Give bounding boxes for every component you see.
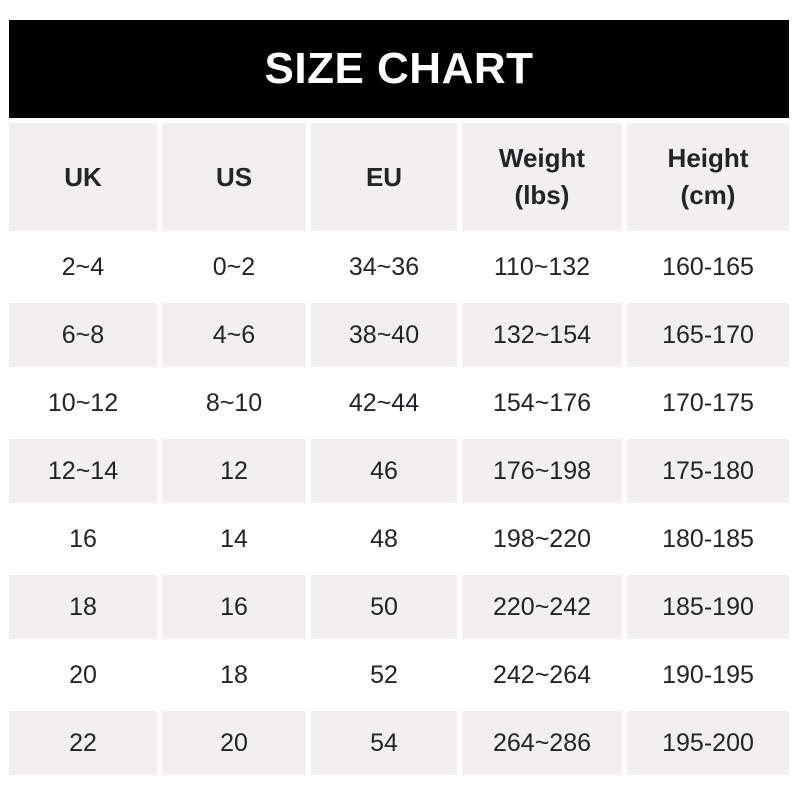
table-cell: 18 bbox=[9, 575, 157, 639]
table-cell: 242~264 bbox=[462, 643, 622, 707]
column-header-unit: (lbs) bbox=[514, 180, 570, 210]
table-cell: 16 bbox=[162, 575, 306, 639]
table-cell: 20 bbox=[9, 643, 157, 707]
column-header-eu: EU bbox=[311, 123, 457, 231]
table-cell: 50 bbox=[311, 575, 457, 639]
table-cell: 52 bbox=[311, 643, 457, 707]
table-cell: 4~6 bbox=[162, 303, 306, 367]
table-cell: 8~10 bbox=[162, 371, 306, 435]
column-header-uk: UK bbox=[9, 123, 157, 231]
table-cell: 220~242 bbox=[462, 575, 622, 639]
title-banner: SIZE CHART bbox=[9, 20, 789, 118]
table-cell: 38~40 bbox=[311, 303, 457, 367]
table-cell: 12 bbox=[162, 439, 306, 503]
table-cell: 165-170 bbox=[627, 303, 789, 367]
table-cell: 170-175 bbox=[627, 371, 789, 435]
table-cell: 180-185 bbox=[627, 507, 789, 571]
table-cell: 132~154 bbox=[462, 303, 622, 367]
table-cell: 6~8 bbox=[9, 303, 157, 367]
table-cell: 12~14 bbox=[9, 439, 157, 503]
table-cell: 54 bbox=[311, 711, 457, 775]
table-cell: 0~2 bbox=[162, 235, 306, 299]
table-cell: 195-200 bbox=[627, 711, 789, 775]
table-cell: 160-165 bbox=[627, 235, 789, 299]
table-cell: 22 bbox=[9, 711, 157, 775]
column-header-us: US bbox=[162, 123, 306, 231]
table-cell: 175-180 bbox=[627, 439, 789, 503]
column-header-label: UK bbox=[64, 161, 102, 192]
table-cell: 46 bbox=[311, 439, 457, 503]
column-header-weight: Weight (lbs) bbox=[462, 123, 622, 231]
column-header-label: Weight bbox=[498, 143, 586, 173]
column-header-height: Height (cm) bbox=[627, 123, 789, 231]
table-cell: 110~132 bbox=[462, 235, 622, 299]
table-cell: 2~4 bbox=[9, 235, 157, 299]
table-cell: 176~198 bbox=[462, 439, 622, 503]
column-header-label: EU bbox=[365, 161, 403, 192]
table-cell: 14 bbox=[162, 507, 306, 571]
table-cell: 18 bbox=[162, 643, 306, 707]
table-cell: 48 bbox=[311, 507, 457, 571]
table-cell: 264~286 bbox=[462, 711, 622, 775]
table-cell: 34~36 bbox=[311, 235, 457, 299]
table-cell: 185-190 bbox=[627, 575, 789, 639]
table-cell: 154~176 bbox=[462, 371, 622, 435]
table-cell: 10~12 bbox=[9, 371, 157, 435]
column-header-label: Height bbox=[667, 143, 749, 173]
table-cell: 20 bbox=[162, 711, 306, 775]
column-header-label: US bbox=[215, 161, 253, 192]
table-cell: 42~44 bbox=[311, 371, 457, 435]
table-cell: 198~220 bbox=[462, 507, 622, 571]
column-header-unit: (cm) bbox=[680, 180, 736, 210]
table-cell: 16 bbox=[9, 507, 157, 571]
size-table: UK US EU Weight (lbs) Height (cm) 2~4 0~2… bbox=[9, 123, 789, 775]
table-cell: 190-195 bbox=[627, 643, 789, 707]
page-title: SIZE CHART bbox=[264, 44, 534, 93]
